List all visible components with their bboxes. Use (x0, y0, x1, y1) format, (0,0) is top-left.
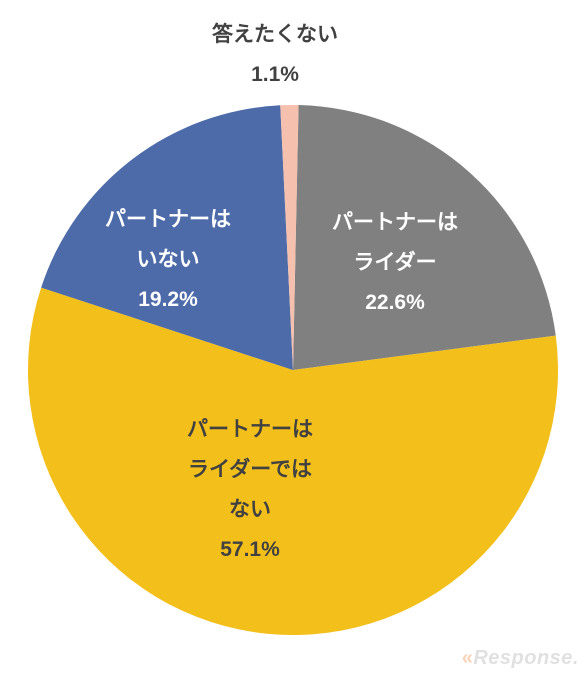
watermark-chevron: « (462, 647, 474, 669)
pie-chart: パートナーは ライダー 22.6%パートナーは ライダーでは ない 57.1% パ… (0, 0, 587, 674)
slice-label: パートナーは いない 19.2% (105, 200, 231, 320)
watermark-text: Response. (473, 647, 579, 669)
pie-svg (0, 0, 587, 674)
slice-label: パートナーは ライダーでは ない 57.1% (187, 410, 313, 570)
slice-label: 答えたくない 1.1% (212, 15, 338, 95)
slice-label: パートナーは ライダー 22.6% (332, 203, 458, 323)
watermark: «Response. (462, 647, 579, 670)
